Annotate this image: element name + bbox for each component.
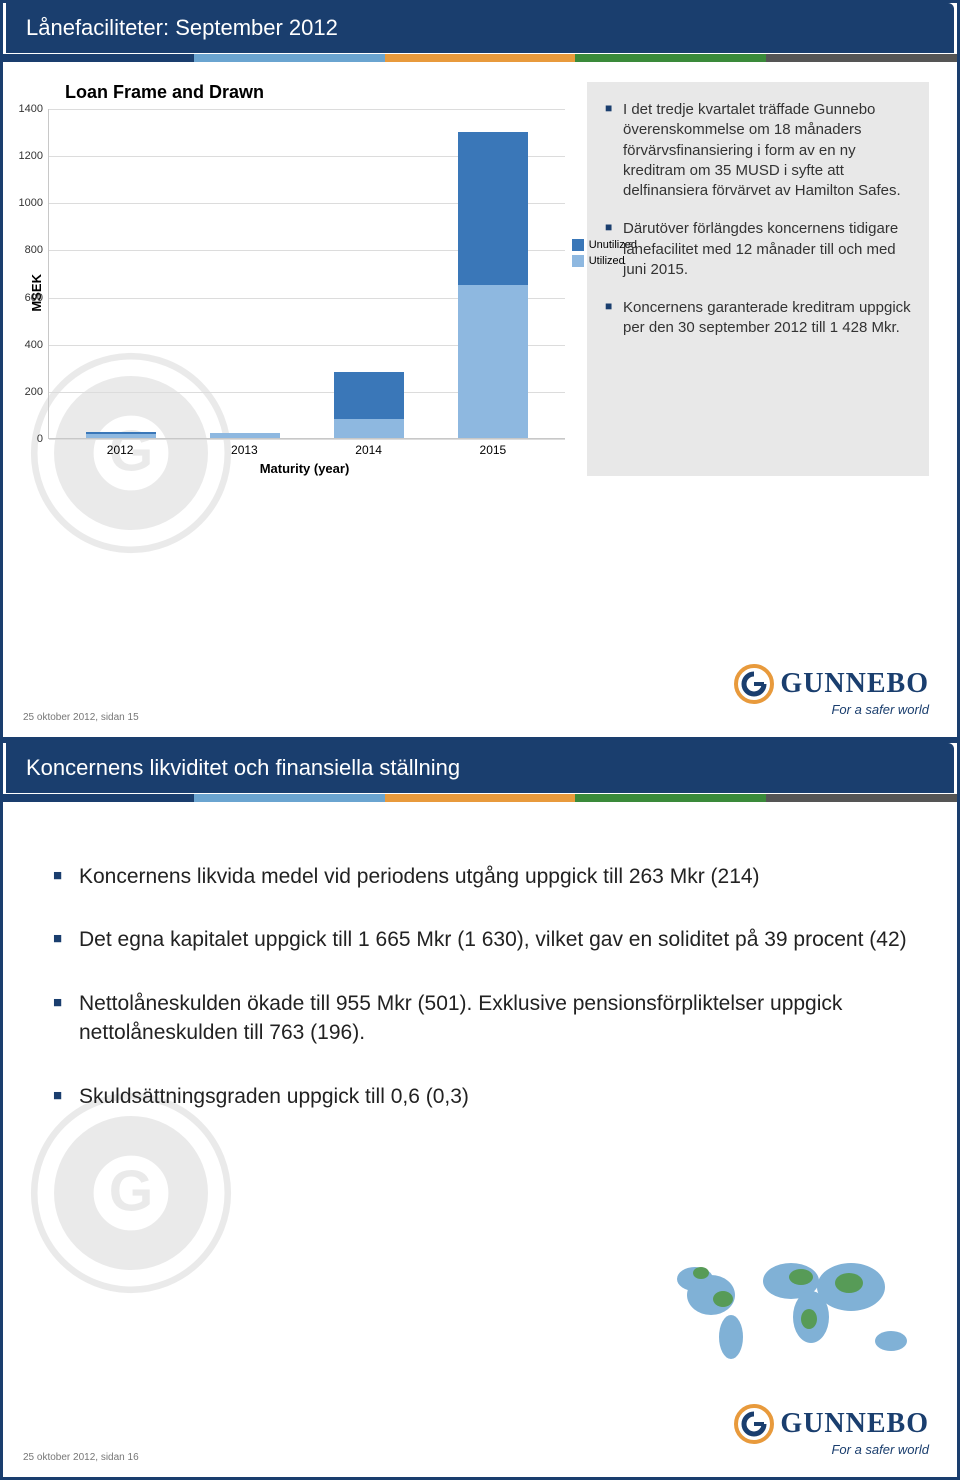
xtick-label: 2013 xyxy=(182,443,306,457)
brand-logo: GUNNEBO For a safer world xyxy=(734,1404,929,1457)
slide1-title: Lånefaciliteter: September 2012 xyxy=(6,3,954,53)
ytick-label: 1200 xyxy=(13,150,43,162)
bar xyxy=(458,132,528,438)
xtick-label: 2014 xyxy=(307,443,431,457)
brand-g-icon xyxy=(734,664,774,704)
slide1-body: Loan Frame and Drawn MSEK 02004006008001… xyxy=(3,62,957,476)
ytick-label: 800 xyxy=(13,244,43,256)
brand-name: GUNNEBO xyxy=(780,1408,929,1440)
slide1-bullet: Därutöver förlängdes koncernens tidigare… xyxy=(605,219,911,280)
ytick-label: 1400 xyxy=(13,103,43,115)
ytick-label: 600 xyxy=(13,292,43,304)
bar xyxy=(86,432,156,438)
brand-tagline: For a safer world xyxy=(734,1442,929,1457)
chart-title: Loan Frame and Drawn xyxy=(65,82,565,103)
xtick-label: 2015 xyxy=(431,443,555,457)
ytick-label: 400 xyxy=(13,339,43,351)
ytick-label: 1000 xyxy=(13,197,43,209)
brand-logo: GUNNEBO For a safer world xyxy=(734,664,929,717)
bar xyxy=(334,372,404,438)
chart-container: Loan Frame and Drawn MSEK 02004006008001… xyxy=(25,82,565,476)
brand-tagline: For a safer world xyxy=(734,702,929,717)
slide1-footer: 25 oktober 2012, sidan 15 xyxy=(23,712,139,723)
svg-text:G: G xyxy=(109,1160,153,1224)
bar xyxy=(210,433,280,438)
worldmap-graphic xyxy=(651,1237,931,1377)
watermark-seal-icon: G xyxy=(21,1083,241,1303)
xtick-label: 2012 xyxy=(58,443,182,457)
slide2-bullet: Det egna kapitalet uppgick till 1 665 Mk… xyxy=(53,925,907,954)
ytick-label: 200 xyxy=(13,386,43,398)
slide2-bullet: Koncernens likvida medel vid periodens u… xyxy=(53,862,907,891)
slide2-body: Koncernens likvida medel vid periodens u… xyxy=(3,802,957,1111)
slide1-bullet: Koncernens garanterade kreditram uppgick… xyxy=(605,298,911,339)
brand-g-icon xyxy=(734,1404,774,1444)
slide2-title: Koncernens likviditet och finansiella st… xyxy=(6,743,954,793)
slide1-bullet: I det tredje kvartalet träffade Gunnebo … xyxy=(605,100,911,201)
slide-1: Lånefaciliteter: September 2012 G Loan F… xyxy=(0,0,960,740)
brand-name: GUNNEBO xyxy=(780,668,929,700)
ytick-label: 0 xyxy=(13,433,43,445)
slide2-footer: 25 oktober 2012, sidan 16 xyxy=(23,1452,139,1463)
divider xyxy=(3,794,957,802)
slide2-bullet: Nettolåneskulden ökade till 955 Mkr (501… xyxy=(53,989,907,1048)
slide-2: Koncernens likviditet och finansiella st… xyxy=(0,740,960,1480)
chart-plot: 0200400600800100012001400 20122013201420… xyxy=(44,109,565,476)
chart-xlabel: Maturity (year) xyxy=(44,461,565,476)
slide1-bullets: I det tredje kvartalet träffade Gunnebo … xyxy=(587,82,929,476)
divider xyxy=(3,54,957,62)
slide2-bullet: Skuldsättningsgraden uppgick till 0,6 (0… xyxy=(53,1082,907,1111)
